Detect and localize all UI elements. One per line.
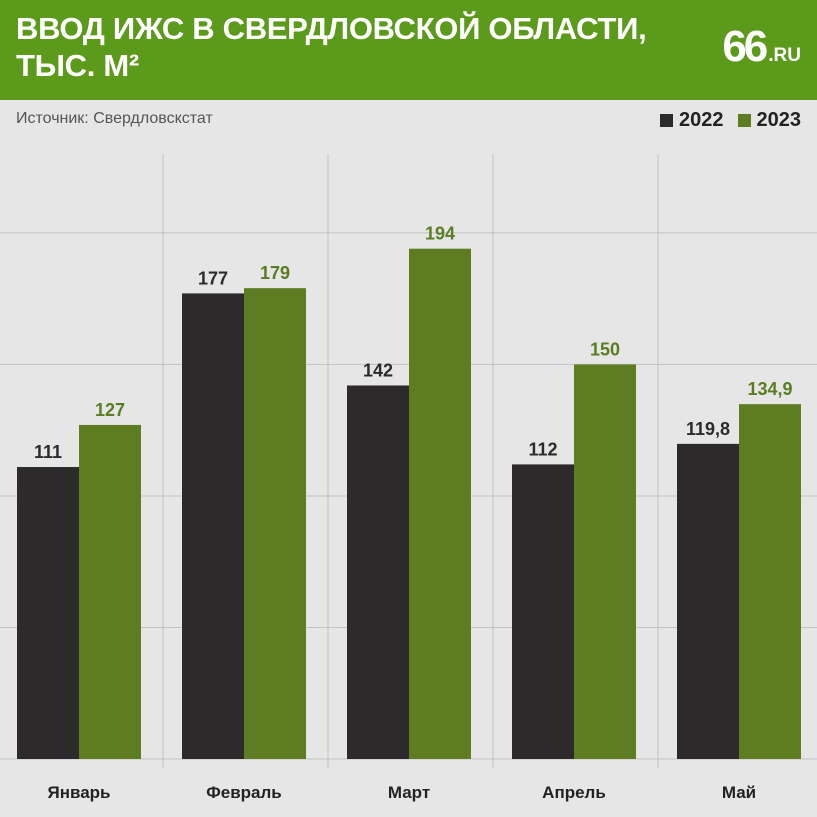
- bar-2023-1: [79, 424, 141, 759]
- data-label-2023-5: 134,9: [747, 379, 792, 399]
- x-tick-label-3: Март: [388, 783, 430, 802]
- data-label-2022-2: 177: [198, 268, 228, 288]
- logo-domain: .RU: [768, 45, 801, 66]
- data-label-2023-2: 179: [260, 263, 290, 283]
- title-line-2: ТЫС. М²: [16, 48, 139, 83]
- data-label-2022-1: 111: [34, 442, 62, 462]
- data-label-2023-1: 127: [95, 400, 125, 420]
- page-title: ВВОД ИЖС В СВЕРДЛОВСКОЙ ОБЛАСТИ, ТЫС. М²: [16, 10, 656, 84]
- bar-2022-4: [512, 464, 574, 759]
- header-banner: ВВОД ИЖС В СВЕРДЛОВСКОЙ ОБЛАСТИ, ТЫС. М²…: [0, 0, 817, 100]
- data-label-2022-3: 142: [363, 360, 393, 380]
- x-tick-label-5: Май: [722, 783, 756, 802]
- bar-2022-5: [677, 443, 739, 759]
- data-label-2023-3: 194: [425, 224, 455, 244]
- x-tick-label-2: Февраль: [206, 783, 282, 802]
- logo-number: 66: [722, 22, 768, 71]
- title-line-1: ВВОД ИЖС В СВЕРДЛОВСКОЙ ОБЛАСТИ,: [16, 11, 647, 46]
- bar-2023-4: [574, 364, 636, 759]
- legend-item-2023: 2023: [737, 109, 802, 132]
- data-label-2022-4: 112: [528, 439, 557, 459]
- bar-2023-2: [244, 288, 306, 759]
- bar-2023-3: [409, 248, 471, 759]
- bar-2023-5: [739, 404, 801, 759]
- bar-2022-1: [17, 467, 79, 759]
- bar-2022-2: [182, 293, 244, 759]
- legend-swatch-2023: [737, 114, 751, 127]
- legend-item-2022: 2022: [660, 109, 724, 132]
- legend-label-2022: 2022: [679, 109, 724, 131]
- source-note: Источник: Свердловскстат: [16, 110, 213, 127]
- legend-label-2023: 2023: [756, 109, 802, 131]
- legend-swatch-2022: [660, 114, 673, 127]
- x-tick-label-1: Январь: [47, 783, 110, 802]
- x-tick-label-4: Апрель: [542, 783, 606, 802]
- data-label-2022-5: 119,8: [686, 419, 730, 439]
- bar-2022-3: [347, 385, 409, 759]
- brand-logo: 66 .RU: [722, 24, 801, 70]
- data-label-2023-4: 150: [590, 339, 620, 359]
- chart-legend: 2022 2023: [660, 109, 801, 132]
